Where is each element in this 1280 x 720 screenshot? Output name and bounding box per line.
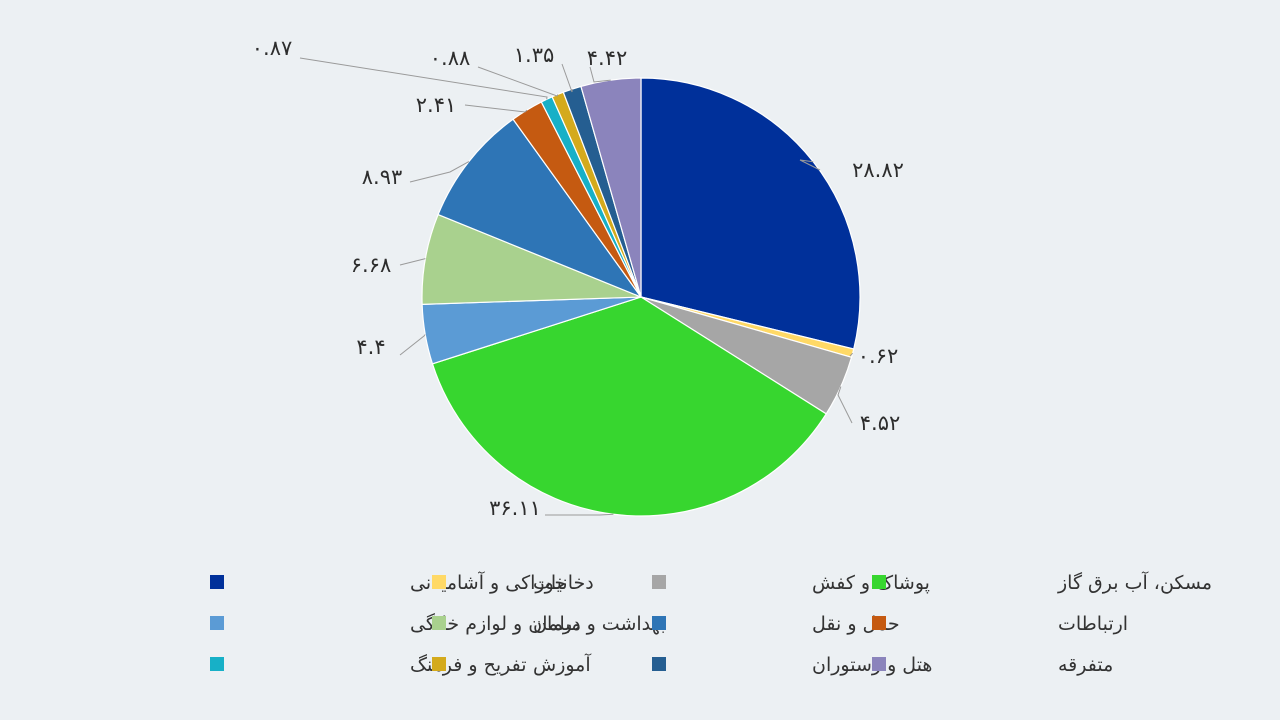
legend-swatch-10 — [432, 657, 446, 671]
data-label-12: ۴.۴۲ — [587, 46, 628, 70]
legend-label-7: حمل و نقل — [812, 613, 900, 635]
data-label-1: ۲۸.۸۲ — [852, 158, 904, 182]
leader-line-3 — [837, 386, 853, 424]
legend-label-4: مسکن، آب برق گاز — [1057, 570, 1212, 594]
legend-swatch-5 — [210, 616, 224, 630]
leader-line-9 — [299, 57, 548, 100]
legend-label-9: تفریح و فرهنگ — [410, 654, 527, 676]
legend-swatch-9 — [210, 657, 224, 671]
legend-swatch-12 — [872, 657, 886, 671]
data-label-10: ۰.۸۸ — [430, 46, 471, 70]
legend-swatch-7 — [652, 616, 666, 630]
legend-label-2: دخانیات — [533, 572, 594, 594]
leader-line-2 — [849, 352, 854, 357]
data-labels: ۲۸.۸۲ ۰.۶۲ ۴.۵۲ ۳۶.۱۱ ۴.۴ ۶.۶۸ ۸.۹۳ ۲.۴۱ ۰.۸۷ ۰.۸… — [252, 36, 904, 520]
leader-line-6 — [399, 258, 426, 266]
pie-slice-4 — [431, 296, 828, 517]
data-label-6: ۶.۶۸ — [351, 253, 392, 277]
leader-line-4 — [545, 513, 614, 516]
label-leader-lines — [299, 57, 854, 516]
legend-label-12: متفرقه — [1058, 654, 1113, 676]
leader-line-12 — [589, 66, 611, 83]
legend-swatch-1 — [210, 575, 224, 589]
legend-label-10: آموزش — [533, 652, 591, 676]
legend-swatch-8 — [872, 616, 886, 630]
data-label-9: ۰.۸۷ — [252, 36, 293, 60]
data-label-5: ۴.۴ — [356, 335, 385, 359]
data-label-2: ۰.۶۲ — [858, 344, 899, 368]
leader-line-5 — [399, 334, 426, 356]
legend-swatch-4 — [872, 575, 886, 589]
legend-label-6: بهداشت و درمان — [533, 613, 666, 635]
leader-line-8 — [464, 104, 528, 113]
data-label-7: ۸.۹۳ — [362, 165, 403, 189]
leader-line-10 — [477, 66, 559, 97]
leader-line-7 — [409, 161, 470, 183]
legend-label-5: مبلمان و لوازم خانگی — [410, 612, 581, 635]
legend-swatch-11 — [652, 657, 666, 671]
legend-label-8: ارتباطات — [1058, 613, 1128, 635]
data-label-11: ۱.۳۵ — [514, 43, 555, 67]
legend-swatch-2 — [432, 575, 446, 589]
legend-label-3: پوشاک و کفش — [812, 572, 930, 594]
leader-line-11 — [561, 63, 573, 93]
legend-swatch-3 — [652, 575, 666, 589]
data-label-3: ۴.۵۲ — [860, 411, 901, 435]
legend-swatch-6 — [432, 616, 446, 630]
pie-slices — [421, 77, 861, 517]
data-label-4: ۳۶.۱۱ — [489, 496, 541, 520]
data-label-8: ۲.۴۱ — [416, 93, 457, 117]
leader-line-1 — [799, 159, 821, 171]
